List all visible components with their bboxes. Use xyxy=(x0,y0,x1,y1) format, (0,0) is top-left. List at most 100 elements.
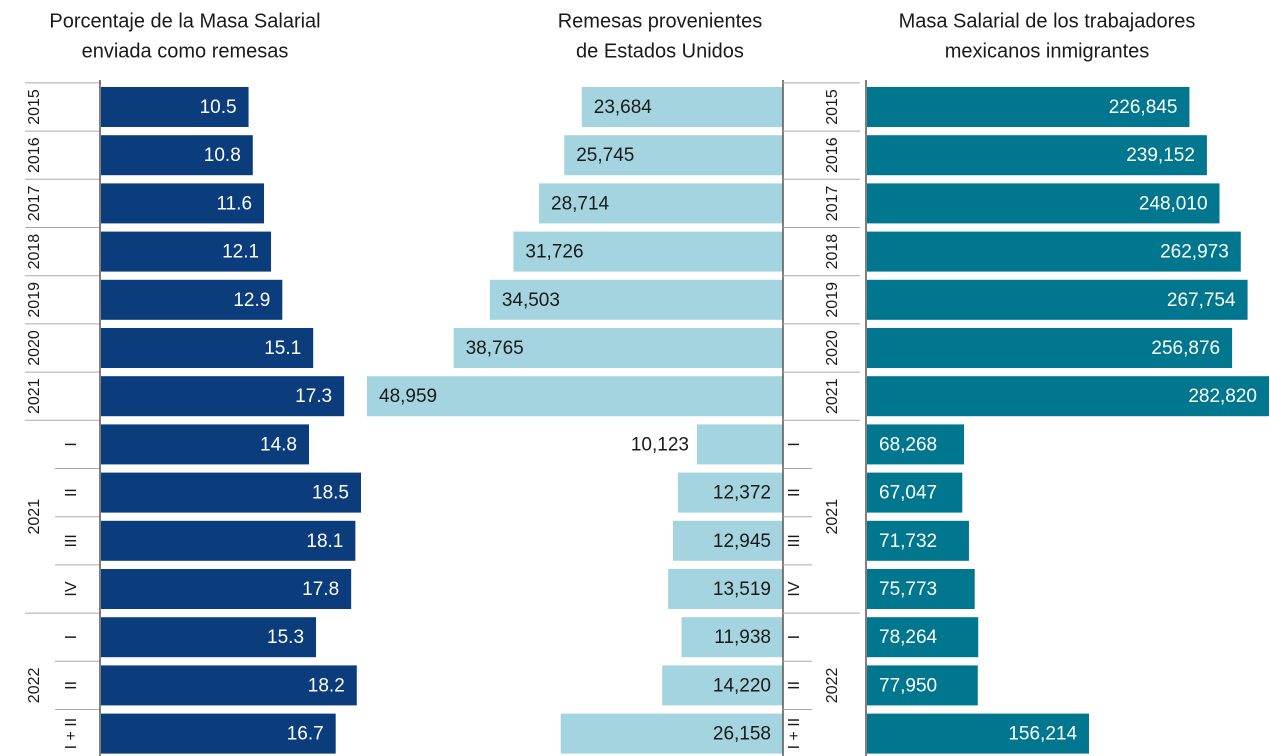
data-label: 13,519 xyxy=(713,579,771,600)
bar xyxy=(101,183,265,224)
data-label: 71,732 xyxy=(879,531,937,552)
bar xyxy=(101,520,356,561)
data-label: 11.6 xyxy=(216,193,252,214)
bar xyxy=(673,520,783,561)
bar xyxy=(867,424,965,465)
bar xyxy=(867,328,1233,368)
data-label: 18.1 xyxy=(306,531,343,552)
bar xyxy=(681,617,783,658)
bar xyxy=(453,328,783,368)
category-label: IV xyxy=(786,581,803,596)
bar xyxy=(867,713,1090,754)
bar xyxy=(867,279,1248,320)
data-label: 282,820 xyxy=(1188,386,1257,407)
bar xyxy=(560,713,783,754)
data-label: 78,264 xyxy=(879,627,938,648)
bar xyxy=(101,135,253,176)
data-label: 267,754 xyxy=(1167,290,1236,311)
category-label: I + II xyxy=(63,718,80,750)
bar xyxy=(101,87,249,127)
data-label: 31,726 xyxy=(525,242,583,263)
data-label: 10,123 xyxy=(631,434,689,455)
bar xyxy=(101,376,345,417)
chart-title: enviada como remesas xyxy=(82,40,289,62)
category-label: 2020 xyxy=(26,330,43,366)
bar xyxy=(867,665,978,706)
data-label: 239,152 xyxy=(1126,145,1195,166)
data-label: 18.5 xyxy=(312,483,349,504)
bar xyxy=(539,183,783,224)
data-label: 14,220 xyxy=(713,675,771,696)
bar xyxy=(101,713,336,754)
bar xyxy=(101,328,314,368)
category-label: III xyxy=(63,534,80,547)
data-label: 77,950 xyxy=(879,675,937,696)
data-label: 17.8 xyxy=(302,579,339,600)
category-label: II xyxy=(63,488,80,497)
bar xyxy=(101,231,272,272)
data-label: 12.1 xyxy=(222,242,259,263)
chart-title: Porcentaje de la Masa Salarial xyxy=(49,10,320,32)
data-label: 12,945 xyxy=(713,531,771,552)
data-label: 12.9 xyxy=(233,290,270,311)
bar xyxy=(367,376,783,417)
bar xyxy=(101,424,309,465)
bar xyxy=(101,617,317,658)
bar xyxy=(101,665,357,706)
bar xyxy=(101,569,352,609)
bar xyxy=(101,472,361,513)
bar xyxy=(489,279,783,320)
chart-title: Masa Salarial de los trabajadores xyxy=(899,10,1196,32)
category-label: 2019 xyxy=(824,282,841,318)
bar xyxy=(867,472,963,513)
category-label: 2015 xyxy=(26,89,43,125)
category-label: 2018 xyxy=(26,234,43,270)
data-label: 28,714 xyxy=(551,193,610,214)
bar xyxy=(581,87,783,127)
data-label: 15.1 xyxy=(264,338,301,359)
data-label: 23,684 xyxy=(594,97,653,118)
data-label: 38,765 xyxy=(466,338,524,359)
data-label: 12,372 xyxy=(713,483,771,504)
category-label: 2015 xyxy=(824,89,841,125)
category-label: 2018 xyxy=(824,234,841,270)
data-label: 26,158 xyxy=(713,724,771,745)
chart-title: mexicanos inmigrantes xyxy=(945,40,1150,62)
data-label: 14.8 xyxy=(260,434,297,455)
bar xyxy=(867,520,969,561)
category-label: 2021 xyxy=(824,378,841,414)
category-label: I xyxy=(786,635,803,639)
category-label: IV xyxy=(63,581,80,596)
category-label: 2020 xyxy=(824,330,841,366)
chart-title: de Estados Unidos xyxy=(576,40,744,62)
group-label: 2022 xyxy=(824,668,841,704)
data-label: 248,010 xyxy=(1139,193,1208,214)
category-label: 2017 xyxy=(26,186,43,222)
bar xyxy=(867,135,1207,176)
bar xyxy=(696,424,783,465)
category-label: 2021 xyxy=(26,378,43,414)
bar xyxy=(101,279,283,320)
chart-title: Remesas provenientes xyxy=(558,10,763,32)
category-label: II xyxy=(63,681,80,690)
group-label: 2021 xyxy=(824,499,841,535)
data-label: 34,503 xyxy=(502,290,560,311)
data-label: 256,876 xyxy=(1151,338,1220,359)
category-label: I + II xyxy=(786,718,803,750)
category-label: 2016 xyxy=(824,137,841,173)
bar xyxy=(677,472,783,513)
bar xyxy=(513,231,783,272)
data-label: 10.5 xyxy=(200,97,237,118)
data-label: 17.3 xyxy=(295,386,332,407)
bar xyxy=(867,183,1220,224)
category-label: 2019 xyxy=(26,282,43,318)
bar xyxy=(662,665,783,706)
data-label: 10.8 xyxy=(204,145,241,166)
category-label: I xyxy=(63,442,80,446)
category-label: II xyxy=(786,681,803,690)
data-label: 11,938 xyxy=(714,627,771,648)
data-label: 16.7 xyxy=(287,724,324,745)
category-label: II xyxy=(786,488,803,497)
bar xyxy=(867,231,1241,272)
bar xyxy=(867,617,979,658)
